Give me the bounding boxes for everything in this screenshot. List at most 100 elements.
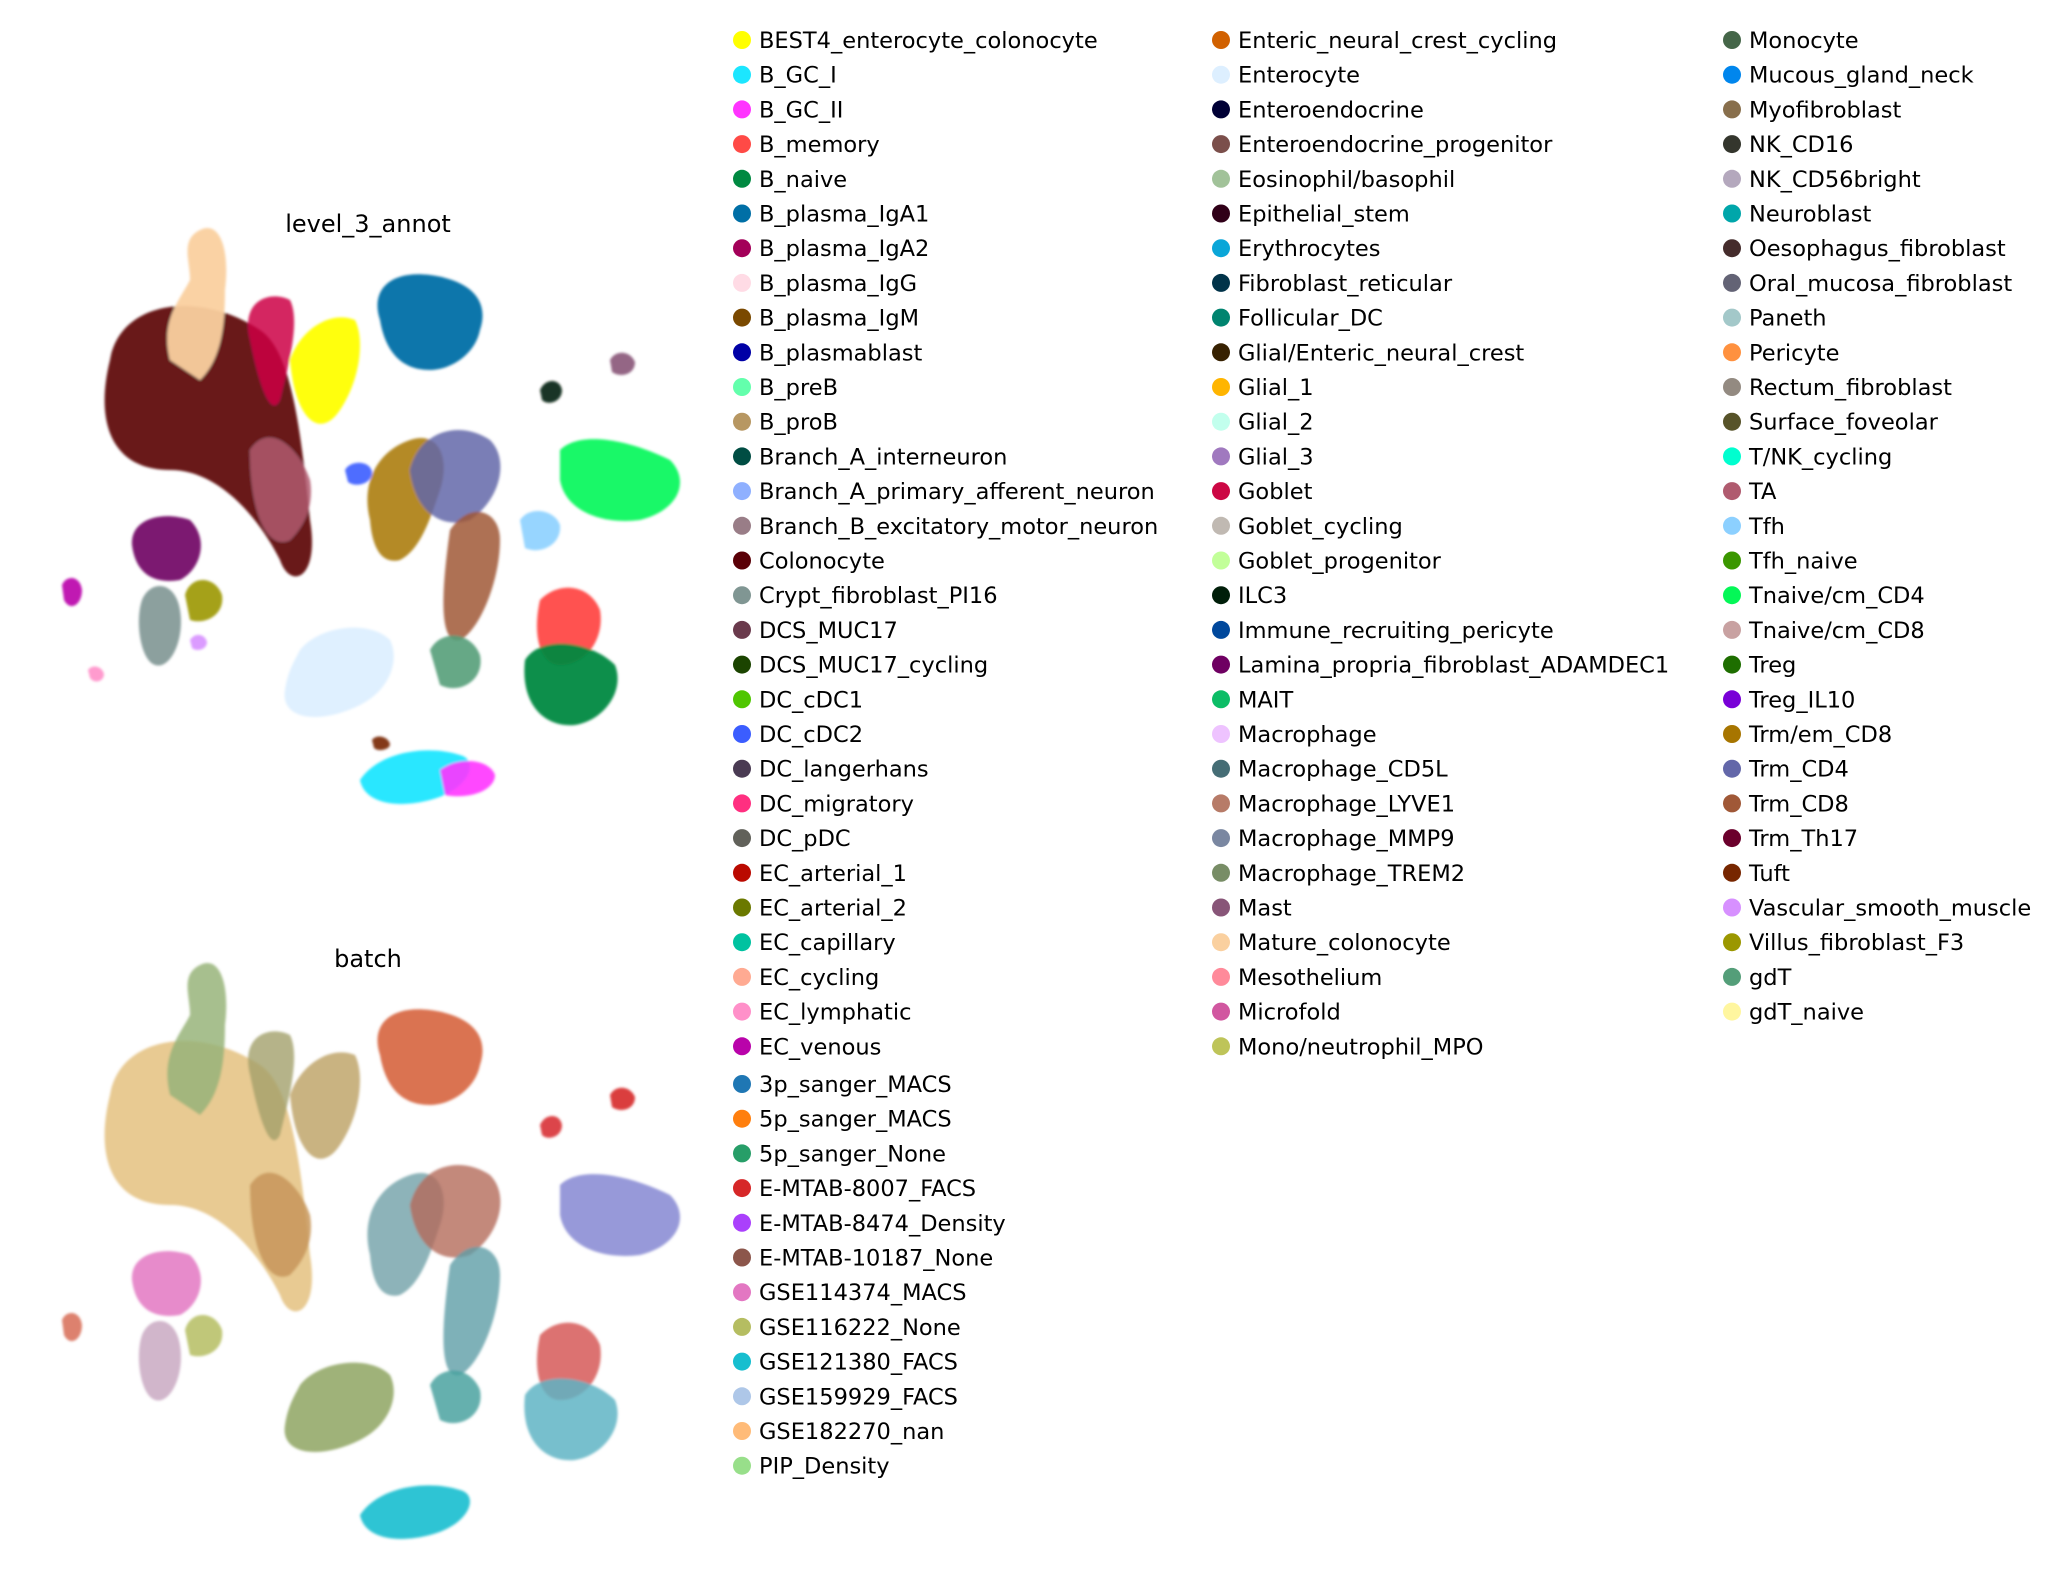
legend-label: Tnaive/cm_CD4 [1748, 583, 1925, 609]
legend-label: Macrophage_TREM2 [1238, 861, 1465, 887]
legend-marker [733, 482, 751, 501]
legend-item-dc-cdc1: DC_cDC1 [733, 687, 863, 713]
legend-item-tfh-naive: Tfh_naive [1723, 549, 1858, 575]
legend-label: Treg_IL10 [1748, 687, 1855, 713]
legend-item-trm-cd4: Trm_CD4 [1723, 757, 1849, 783]
legend-label: Myofibroblast [1749, 97, 1902, 123]
legend-marker [1723, 378, 1741, 396]
legend-item-colonocyte: Colonocyte [733, 549, 885, 575]
legend-label: Follicular_DC [1238, 306, 1383, 332]
legend-item-enteric-neural-crest-cycling: Enteric_neural_crest_cycling [1212, 28, 1557, 54]
legend-marker [733, 169, 751, 188]
legend-marker [733, 135, 751, 154]
legend-item-goblet: Goblet [1212, 479, 1313, 505]
legend-item-mesothelium: Mesothelium [1212, 965, 1382, 991]
legend-label: gdT_naive [1749, 1000, 1864, 1026]
legend-item-pericyte: Pericyte [1723, 340, 1839, 366]
legend-label: Goblet_progenitor [1238, 549, 1442, 575]
legend-marker [1723, 516, 1741, 535]
panel-title-batch: batch [334, 945, 402, 973]
legend-label: Fibroblast_reticular [1238, 271, 1453, 297]
legend-label: B_preB [759, 375, 838, 401]
legend-marker [733, 1109, 751, 1128]
legend-marker [1212, 1002, 1230, 1021]
legend-label: Erythrocytes [1238, 236, 1380, 262]
legend-item-b-gc-i: B_GC_I [733, 63, 837, 89]
umap-scatter-level-3-annot [62, 228, 680, 804]
legend-label: DC_langerhans [759, 757, 929, 783]
legend-item-dc-langerhans: DC_langerhans [733, 757, 929, 783]
legend-marker [1212, 967, 1230, 986]
legend-label: Colonocyte [759, 549, 885, 575]
legend-marker [1723, 829, 1741, 848]
legend-marker [733, 100, 751, 119]
legend-item-trm-th17: Trm_Th17 [1723, 826, 1858, 852]
legend-label: Mucous_gland_neck [1749, 63, 1974, 89]
legend-label: NK_CD56bright [1749, 167, 1921, 193]
legend-label: Trm_Th17 [1748, 826, 1858, 852]
legend-marker [1212, 933, 1230, 952]
legend-item-b-gc-ii: B_GC_II [733, 97, 843, 123]
legend-marker [1723, 239, 1741, 258]
legend-label: GSE116222_None [759, 1315, 961, 1341]
legend-item-mature-colonocyte: Mature_colonocyte [1212, 930, 1451, 956]
legend-marker [733, 1002, 751, 1021]
legend-label: Monocyte [1749, 28, 1859, 54]
legend-label: EC_arterial_1 [759, 861, 907, 887]
legend-marker [1212, 829, 1230, 848]
legend-marker [1723, 620, 1741, 639]
legend-label: DCS_MUC17 [759, 618, 898, 644]
legend-marker [1212, 794, 1230, 813]
legend-batch: 3p_sanger_MACS 5p_sanger_MACS 5p_sanger_No… [733, 1072, 1006, 1480]
legend-label: B_GC_II [759, 97, 843, 123]
legend-label: Goblet_cycling [1238, 514, 1403, 540]
legend-item-b-memory: B_memory [733, 132, 880, 158]
legend-marker [1723, 31, 1741, 49]
legend-marker [1723, 967, 1741, 986]
legend-marker [1212, 65, 1230, 84]
legend-item-b-plasmablast: B_plasmablast [733, 340, 922, 366]
legend-marker [1212, 31, 1230, 49]
legend-item-nk-cd16: NK_CD16 [1723, 132, 1854, 158]
legend-label: Macrophage_MMP9 [1238, 826, 1455, 852]
legend-marker [733, 1144, 751, 1163]
legend-marker [1723, 655, 1741, 674]
legend-label: 5p_sanger_MACS [759, 1107, 952, 1133]
legend-item-gse121380-facs: GSE121380_FACS [733, 1350, 958, 1376]
legend-label: Tnaive/cm_CD8 [1748, 618, 1925, 644]
legend-marker [1723, 725, 1741, 743]
legend-marker [1723, 273, 1741, 292]
legend-marker [1212, 898, 1230, 917]
legend-marker [1212, 239, 1230, 258]
legend-item-fibroblast-reticular: Fibroblast_reticular [1212, 271, 1453, 297]
legend-marker [733, 239, 751, 258]
legend-item-enteroendocrine: Enteroendocrine [1212, 97, 1424, 123]
legend-label: Villus_fibroblast_F3 [1749, 930, 1964, 956]
legend-label: DC_migratory [759, 791, 914, 817]
legend-label: EC_capillary [759, 930, 896, 956]
legend-level-3-annot: BEST4_enterocyte_colonocyte B_GC_I B_GC_II… [733, 28, 2031, 1060]
legend-item-t-nk-cycling: T/NK_cycling [1723, 444, 1892, 470]
legend-marker [1212, 1037, 1230, 1056]
legend-label: Branch_A_interneuron [759, 444, 1007, 470]
legend-item-glial-3: Glial_3 [1212, 444, 1314, 470]
legend-item-immune-recruiting-pericyte: Immune_recruiting_pericyte [1212, 618, 1554, 644]
legend-item-eosinophil-basophil: Eosinophil/basophil [1212, 167, 1455, 193]
legend-marker [1723, 169, 1741, 188]
legend-item-macrophage-mmp9: Macrophage_MMP9 [1212, 826, 1455, 852]
legend-marker [733, 1317, 751, 1336]
legend-label: Glial_2 [1238, 410, 1314, 436]
legend-item-villus-fibroblast-f3: Villus_fibroblast_F3 [1723, 930, 1964, 956]
legend-marker [1212, 690, 1230, 709]
legend-item-gse116222-none: GSE116222_None [733, 1315, 961, 1341]
legend-marker [1212, 204, 1230, 223]
legend-label: Goblet [1238, 479, 1313, 505]
legend-marker [1723, 1002, 1741, 1021]
legend-item-macrophage: Macrophage [1212, 722, 1377, 748]
legend-marker [733, 725, 751, 743]
legend-label: NK_CD16 [1749, 132, 1854, 158]
legend-item-mono-neutrophil-mpo: Mono/neutrophil_MPO [1212, 1034, 1483, 1060]
legend-marker [1212, 725, 1230, 743]
legend-marker [733, 343, 751, 362]
legend-label: Treg [1748, 653, 1796, 679]
